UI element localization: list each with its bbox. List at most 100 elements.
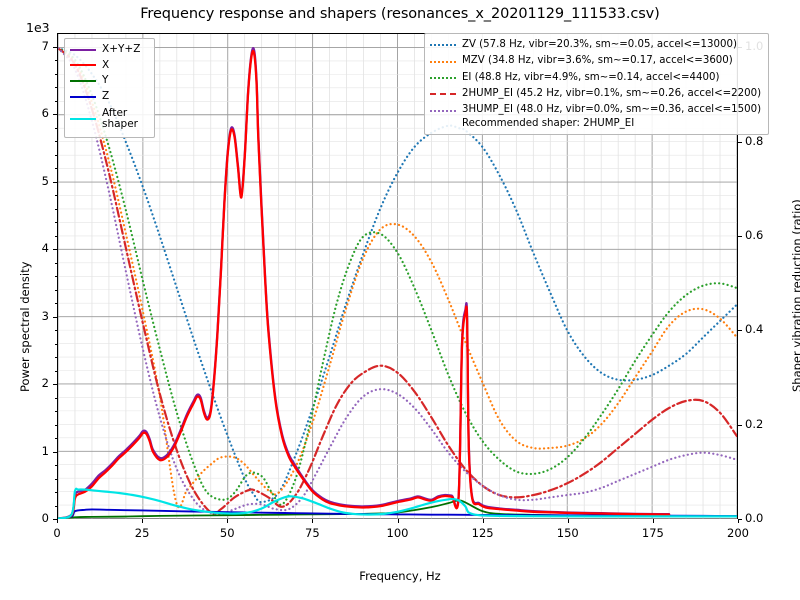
legend-item-label: ZV (57.8 Hz, vibr=20.3%, sm~=0.05, accel… bbox=[462, 38, 737, 50]
legend-line-swatch bbox=[430, 88, 456, 100]
legend-item-label: MZV (34.8 Hz, vibr=3.6%, sm~=0.17, accel… bbox=[462, 55, 733, 67]
legend-item-label: Z bbox=[102, 90, 110, 103]
legend-item[interactable]: After shaper bbox=[70, 104, 148, 133]
y-tick-label-left: 1 bbox=[41, 443, 49, 458]
legend-line-swatch bbox=[430, 56, 456, 68]
y-tick-label-left: 7 bbox=[41, 38, 49, 53]
recommended-shaper-note: Recommended shaper: 2HUMP_EI bbox=[462, 117, 635, 129]
y-tick-label-left: 5 bbox=[41, 173, 49, 188]
y-tick-mark-left bbox=[53, 519, 57, 520]
legend-line-swatch bbox=[70, 44, 96, 56]
x-tick-label: 175 bbox=[641, 526, 664, 540]
y-tick-mark-right bbox=[738, 519, 742, 520]
y-tick-label-left: 0 bbox=[41, 511, 49, 525]
legend-item[interactable]: X bbox=[70, 58, 148, 74]
legend-item-label: 3HUMP_EI (48.0 Hz, vibr=0.0%, sm~=0.36, … bbox=[462, 104, 762, 116]
legend-item-label: After shaper bbox=[102, 107, 139, 130]
y-minor-tick-left bbox=[54, 127, 57, 129]
shaper-curve-zv bbox=[58, 47, 737, 504]
y-tick-mark-left bbox=[53, 46, 57, 48]
y-minor-tick-left bbox=[54, 168, 57, 169]
psd-curve-after-shaper bbox=[58, 487, 737, 519]
x-tick-mark bbox=[652, 519, 654, 523]
legend-item-label: EI (48.8 Hz, vibr=4.9%, sm~=0.14, accel<… bbox=[462, 71, 720, 83]
legend-item[interactable]: 3HUMP_EI (48.0 Hz, vibr=0.0%, sm~=0.36, … bbox=[430, 103, 761, 119]
x-tick-mark bbox=[397, 519, 399, 523]
legend-item[interactable]: 2HUMP_EI (45.2 Hz, vibr=0.1%, sm~=0.26, … bbox=[430, 86, 761, 102]
legend-item[interactable]: EI (48.8 Hz, vibr=4.9%, sm~=0.14, accel<… bbox=[430, 70, 761, 86]
psd-curve-x bbox=[58, 49, 671, 519]
x-tick-label: 200 bbox=[727, 526, 749, 540]
y-tick-mark-left bbox=[53, 249, 57, 250]
y-tick-mark-right bbox=[738, 141, 742, 143]
legend-item[interactable]: X+Y+Z bbox=[70, 42, 148, 58]
y-tick-mark-left bbox=[53, 181, 57, 183]
legend-line-swatch bbox=[430, 72, 456, 84]
y-minor-tick-left bbox=[54, 262, 57, 264]
y-axis-exponent-label: 1e3 bbox=[26, 20, 50, 35]
legend-item-label: Y bbox=[102, 74, 109, 87]
signal-legend[interactable]: X+Y+Z X Y Z After shaper bbox=[64, 38, 155, 139]
y-tick-mark-right bbox=[738, 235, 742, 237]
x-tick-label: 0 bbox=[53, 526, 61, 540]
legend-item-label: X bbox=[102, 58, 110, 71]
y-tick-mark-left bbox=[53, 114, 57, 115]
data-curves bbox=[58, 47, 737, 519]
x-tick-label: 100 bbox=[386, 526, 409, 540]
x-tick-label: 25 bbox=[134, 526, 150, 540]
y-minor-tick-left bbox=[54, 235, 57, 237]
y-tick-label-left: 3 bbox=[41, 308, 49, 323]
legend-item-label: 2HUMP_EI (45.2 Hz, vibr=0.1%, sm~=0.26, … bbox=[462, 88, 762, 100]
y-tick-mark-right bbox=[738, 330, 742, 332]
y-tick-label-right: 0.8 bbox=[745, 133, 764, 148]
y-minor-tick-left bbox=[54, 424, 57, 426]
legend-line-swatch bbox=[70, 113, 96, 125]
y-minor-tick-left bbox=[54, 154, 57, 156]
x-tick-mark bbox=[57, 519, 58, 523]
y-minor-tick-left bbox=[54, 343, 57, 345]
y-minor-tick-left bbox=[54, 465, 57, 466]
y-axis-right-label: Shaper vibration reduction (ratio) bbox=[790, 199, 800, 392]
y-tick-label-left: 4 bbox=[41, 241, 49, 255]
shaper-legend[interactable]: ZV (57.8 Hz, vibr=20.3%, sm~=0.05, accel… bbox=[424, 33, 770, 135]
y-axis-left-label: Power spectral density bbox=[18, 261, 32, 392]
y-tick-label-left: 6 bbox=[41, 106, 49, 120]
legend-item[interactable]: ZV (57.8 Hz, vibr=20.3%, sm~=0.05, accel… bbox=[430, 37, 761, 53]
x-tick-label: 75 bbox=[305, 526, 320, 540]
x-tick-mark bbox=[567, 519, 569, 523]
y-minor-tick-left bbox=[54, 208, 57, 210]
legend-item[interactable]: Z bbox=[70, 89, 148, 105]
shaper-curve-mzv bbox=[58, 47, 737, 509]
x-tick-mark bbox=[482, 519, 484, 523]
chart-title: Frequency response and shapers (resonanc… bbox=[140, 6, 660, 22]
y-minor-tick-left bbox=[54, 411, 57, 412]
y-tick-mark-left bbox=[53, 316, 57, 318]
y-tick-label-right: 0.0 bbox=[745, 511, 764, 525]
x-tick-label: 125 bbox=[471, 526, 494, 540]
legend-item[interactable]: MZV (34.8 Hz, vibr=3.6%, sm~=0.17, accel… bbox=[430, 53, 761, 69]
y-tick-label-left: 2 bbox=[41, 376, 49, 390]
y-minor-tick-left bbox=[54, 303, 57, 304]
y-minor-tick-left bbox=[54, 505, 57, 507]
y-minor-tick-left bbox=[54, 100, 57, 102]
legend-line-swatch bbox=[70, 91, 96, 103]
y-minor-tick-left bbox=[54, 438, 57, 439]
legend-item[interactable]: Y bbox=[70, 73, 148, 89]
y-tick-label-right: 0.6 bbox=[745, 227, 764, 242]
legend-item-label: X+Y+Z bbox=[102, 43, 141, 56]
y-tick-mark-left bbox=[53, 451, 57, 453]
y-minor-tick-left bbox=[54, 397, 57, 399]
legend-line-swatch bbox=[430, 39, 456, 51]
y-tick-mark-left bbox=[53, 384, 57, 385]
y-minor-tick-left bbox=[54, 276, 57, 277]
y-tick-label-right: 0.2 bbox=[745, 416, 764, 431]
x-tick-mark bbox=[738, 519, 739, 523]
x-axis-label: Frequency, Hz bbox=[359, 569, 441, 583]
x-tick-mark bbox=[312, 519, 314, 523]
y-minor-tick-left bbox=[54, 87, 57, 88]
y-minor-tick-left bbox=[54, 330, 57, 331]
shaper-curve-ei bbox=[58, 47, 737, 506]
legend-line-swatch bbox=[430, 105, 456, 117]
y-minor-tick-left bbox=[54, 195, 57, 196]
